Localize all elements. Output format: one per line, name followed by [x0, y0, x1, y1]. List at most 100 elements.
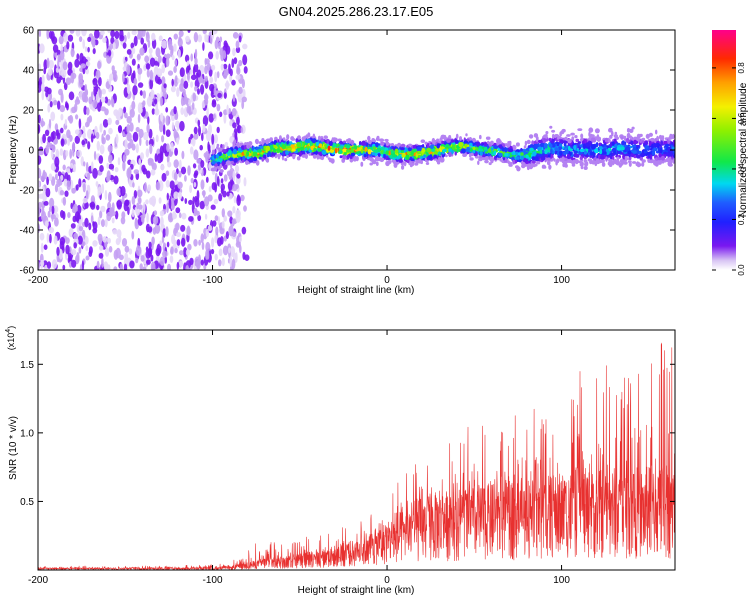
spectrogram-cell [82, 131, 86, 139]
spectrogram-cell [446, 138, 451, 143]
spectrogram-cell [131, 195, 136, 205]
spectrogram-cell [421, 147, 426, 153]
spectrogram-cell [72, 149, 75, 157]
spectrogram-cell [136, 53, 141, 61]
spectrogram-cell [73, 232, 79, 240]
spectrogram-cell [183, 247, 188, 258]
spectrogram-cell [206, 62, 211, 71]
spectrogram-cell [108, 246, 113, 253]
spectrogram-cell [159, 96, 163, 107]
spectrogram-cell [171, 234, 176, 245]
spectrogram-cell [86, 172, 91, 181]
spectrogram-cell [172, 211, 177, 220]
spectrogram-cell [59, 240, 65, 251]
spectrogram-cell [367, 139, 372, 145]
spectrogram-cell [567, 138, 572, 144]
spectrogram-cell [205, 176, 209, 183]
spectrogram-cell [64, 190, 69, 197]
spectrogram-cell [52, 44, 59, 53]
spectrogram-cell [175, 222, 180, 231]
spectrogram-cell [633, 139, 638, 145]
spectrogram-cell [588, 127, 594, 133]
spectrogram-cell [65, 244, 70, 255]
spectrogram-cell [97, 60, 102, 70]
spectrogram-cell [466, 146, 470, 153]
spectrogram-cell [515, 142, 520, 147]
spectrogram-cell [55, 67, 60, 73]
spectrogram-cell [38, 123, 41, 132]
spectrogram-cell [124, 199, 130, 206]
spectrogram-cell [211, 100, 217, 108]
spectrogram-cell [34, 197, 37, 203]
spectrogram-cell [41, 205, 45, 217]
spectrogram-cell [600, 154, 605, 160]
spectrogram-cell [135, 257, 139, 264]
spectrogram-cell [454, 150, 457, 156]
spectrogram-cell [157, 78, 162, 85]
spectrogram-cell [188, 199, 193, 206]
spectrogram-cell [124, 138, 128, 150]
spectrogram-cell [583, 166, 588, 170]
spectrogram-cell [107, 30, 111, 34]
spectrogram-cell [65, 150, 69, 157]
spectrogram-cell [38, 114, 41, 124]
spectrogram-cell [219, 151, 222, 156]
spectrogram-cell [96, 140, 101, 151]
spectrogram-cell [104, 189, 108, 201]
spectrogram-cell [625, 146, 631, 152]
spectrogram-cell [546, 157, 551, 161]
spectrogram-cell [92, 167, 98, 179]
spectrogram-cell [112, 229, 118, 235]
spectrogram-cell [79, 79, 84, 88]
spectrogram-cell [154, 98, 158, 105]
spectrogram-cell [57, 171, 62, 177]
spectrogram-cell [85, 61, 91, 67]
spectrogram-cell [479, 151, 483, 156]
spectrogram-cell [175, 207, 181, 214]
spectrogram-cell [46, 57, 50, 69]
spectrogram-cell [496, 156, 500, 161]
spectrogram-cell [140, 37, 144, 45]
spectrogram-cell [546, 160, 551, 166]
spectrogram-cell [92, 99, 98, 109]
spectrogram-cell [416, 146, 422, 152]
spectrogram-cell [75, 184, 79, 191]
spectrogram-cell [60, 127, 64, 134]
spectrogram-cell [191, 102, 195, 110]
spectrogram-cell [614, 143, 617, 148]
spectrogram-cell [27, 93, 32, 98]
spectrogram-cell [320, 154, 325, 161]
spectrogram-cell [364, 142, 367, 147]
spectrogram-cell [566, 134, 571, 137]
spectrogram-cell [86, 107, 90, 116]
spectrogram-cell [45, 220, 49, 228]
spectrogram-cell [78, 118, 82, 129]
spectrogram-cell [54, 123, 59, 131]
spectrogram-cell [211, 182, 217, 191]
x-tick-label: 100 [553, 275, 570, 286]
spectrogram-cell [243, 145, 248, 150]
spectrogram-cell [648, 154, 651, 159]
spectrogram-cell [598, 142, 602, 146]
spectrogram-cell [30, 42, 34, 50]
spectrogram-cell [146, 69, 150, 78]
spectrogram-cell [156, 68, 163, 78]
spectrogram-cell [445, 143, 449, 148]
spectrogram-cell [146, 259, 151, 265]
spectrogram-cell [216, 175, 220, 187]
spectrogram-cell [176, 239, 181, 246]
spectrogram-cell [93, 150, 97, 161]
spectrogram-cell [161, 135, 165, 143]
spectrogram-cell [524, 140, 528, 146]
spectrogram-cell [643, 150, 648, 154]
spectrogram-cell [208, 113, 214, 123]
spectrogram-cell [132, 85, 138, 96]
spectrogram-cell [49, 197, 55, 208]
spectrogram-cell [328, 158, 333, 163]
spectrogram-cell [102, 37, 107, 44]
spectrogram-cell [194, 48, 198, 59]
spectrogram-cell [30, 179, 35, 184]
spectrogram-cell [407, 147, 412, 152]
spectrogram-cell [211, 149, 215, 155]
spectrogram-cell [51, 130, 56, 140]
